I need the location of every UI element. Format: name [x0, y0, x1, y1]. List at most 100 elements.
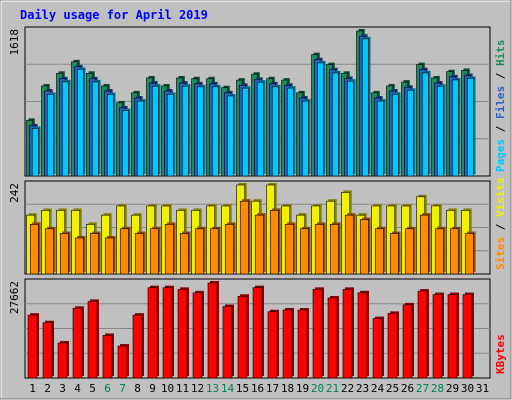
legend-entry: Visits: [494, 177, 507, 217]
day-label-22: 22: [341, 382, 354, 395]
bar-kbytes-day-10: [162, 287, 173, 379]
bar-pages-day-12: [196, 86, 204, 177]
bar-pages-day-7: [121, 110, 129, 177]
day-label-18: 18: [281, 382, 294, 395]
bar-kbytes-day-20: [312, 289, 323, 379]
bar-sites-day-23: [359, 219, 369, 275]
bar-pages-day-13: [211, 86, 219, 177]
bar-sites-day-27: [419, 214, 429, 275]
x-axis-labels: 1 2 3 4 5 6 7 8 9 10 11 12 13 14 15 16 17 18 19 20 21 22 23 24 2…: [29, 382, 489, 395]
bar-kbytes-day-23: [357, 292, 368, 379]
bar-kbytes-day-12: [192, 292, 203, 379]
bar-pages-day-19: [301, 100, 309, 177]
bar-sites-day-12: [194, 228, 204, 275]
bar-kbytes-day-17: [267, 311, 278, 379]
max-value-label: 242: [8, 183, 21, 203]
bar-pages-day-30: [466, 78, 474, 177]
bar-kbytes-day-11: [177, 289, 188, 379]
day-label-16: 16: [251, 382, 264, 395]
day-label-14: 14: [221, 382, 235, 395]
bar-sites-day-6: [104, 237, 114, 275]
bar-pages-day-10: [166, 94, 174, 177]
day-label-7: 7: [119, 382, 126, 395]
bar-pages-day-8: [136, 100, 144, 177]
day-label-3: 3: [59, 382, 66, 395]
bar-sites-day-25: [389, 233, 399, 275]
day-label-26: 26: [401, 382, 414, 395]
legend-entry: Hits: [494, 40, 507, 67]
bar-pages-day-5: [91, 81, 99, 177]
bar-sites-day-1: [29, 224, 39, 275]
day-label-21: 21: [326, 382, 339, 395]
day-label-17: 17: [266, 382, 279, 395]
bar-pages-day-16: [256, 81, 264, 177]
bar-sites-day-5: [89, 233, 99, 275]
bar-kbytes-day-14: [222, 306, 233, 379]
legend-kbytes: KBytes: [494, 334, 507, 374]
day-label-19: 19: [296, 382, 309, 395]
bar-kbytes-day-19: [297, 309, 308, 379]
bar-pages-day-25: [391, 93, 399, 177]
bar-sites-day-19: [299, 228, 309, 275]
legend-entry: /: [494, 119, 507, 139]
bar-sites-day-29: [449, 228, 459, 275]
day-label-23: 23: [356, 382, 369, 395]
bar-pages-day-4: [76, 69, 84, 177]
panel-kbytes: 27662 KBytes: [8, 278, 507, 379]
bar-sites-day-28: [434, 228, 444, 275]
day-label-15: 15: [236, 382, 249, 395]
bar-pages-day-18: [286, 87, 294, 177]
bar-sites-day-4: [74, 237, 84, 275]
bar-sites-day-20: [314, 224, 324, 275]
bar-pages-day-3: [61, 81, 69, 177]
bar-kbytes-day-16: [252, 287, 263, 379]
bar-sites-day-13: [209, 228, 219, 275]
bar-sites-day-24: [374, 228, 384, 275]
bar-sites-day-22: [344, 214, 354, 275]
bar-sites-day-7: [119, 228, 129, 275]
panel-hits-files-pages: 1618 Pages / Files / Hits: [8, 26, 507, 177]
bar-sites-day-14: [224, 224, 234, 275]
bar-sites-day-9: [149, 228, 159, 275]
bar-sites-day-16: [254, 214, 264, 275]
bar-kbytes-day-8: [132, 314, 143, 379]
day-label-29: 29: [446, 382, 459, 395]
bar-kbytes-day-4: [72, 307, 83, 379]
legend-entry: /: [494, 217, 507, 237]
bar-sites-day-3: [59, 233, 69, 275]
bar-pages-day-1: [31, 128, 39, 177]
bar-pages-day-29: [451, 79, 459, 177]
bar-sites-day-21: [329, 224, 339, 275]
bar-sites-day-8: [134, 233, 144, 275]
bar-kbytes-day-2: [42, 322, 53, 379]
bar-kbytes-day-5: [87, 301, 98, 379]
day-label-8: 8: [134, 382, 141, 395]
bar-sites-day-26: [404, 228, 414, 275]
bar-pages-day-20: [316, 62, 324, 177]
day-label-28: 28: [431, 382, 444, 395]
day-label-10: 10: [161, 382, 174, 395]
day-label-1: 1: [29, 382, 36, 395]
day-label-5: 5: [89, 382, 96, 395]
day-label-25: 25: [386, 382, 399, 395]
bar-pages-day-24: [376, 100, 384, 177]
legend-entry: KBytes: [494, 334, 507, 374]
day-label-24: 24: [371, 382, 385, 395]
bar-kbytes-day-30: [462, 294, 473, 379]
day-label-9: 9: [149, 382, 156, 395]
day-label-31: 31: [476, 382, 489, 395]
bar-sites-day-15: [239, 200, 249, 275]
legend-entry: Pages: [494, 139, 507, 172]
panel-visits-sites: 242 Sites / Visits: [8, 177, 507, 275]
bar-pages-day-26: [406, 89, 414, 177]
legend-visits-sites: Sites / Visits: [494, 177, 507, 270]
max-value-label: 1618: [8, 29, 21, 56]
bar-sites-day-30: [464, 233, 474, 275]
bar-kbytes-day-28: [432, 294, 443, 379]
legend-entry: Files: [494, 86, 507, 119]
max-value-label: 27662: [8, 281, 21, 314]
bar-kbytes-day-3: [57, 342, 68, 379]
day-label-11: 11: [176, 382, 189, 395]
bar-pages-day-21: [331, 72, 339, 177]
day-label-4: 4: [74, 382, 81, 395]
